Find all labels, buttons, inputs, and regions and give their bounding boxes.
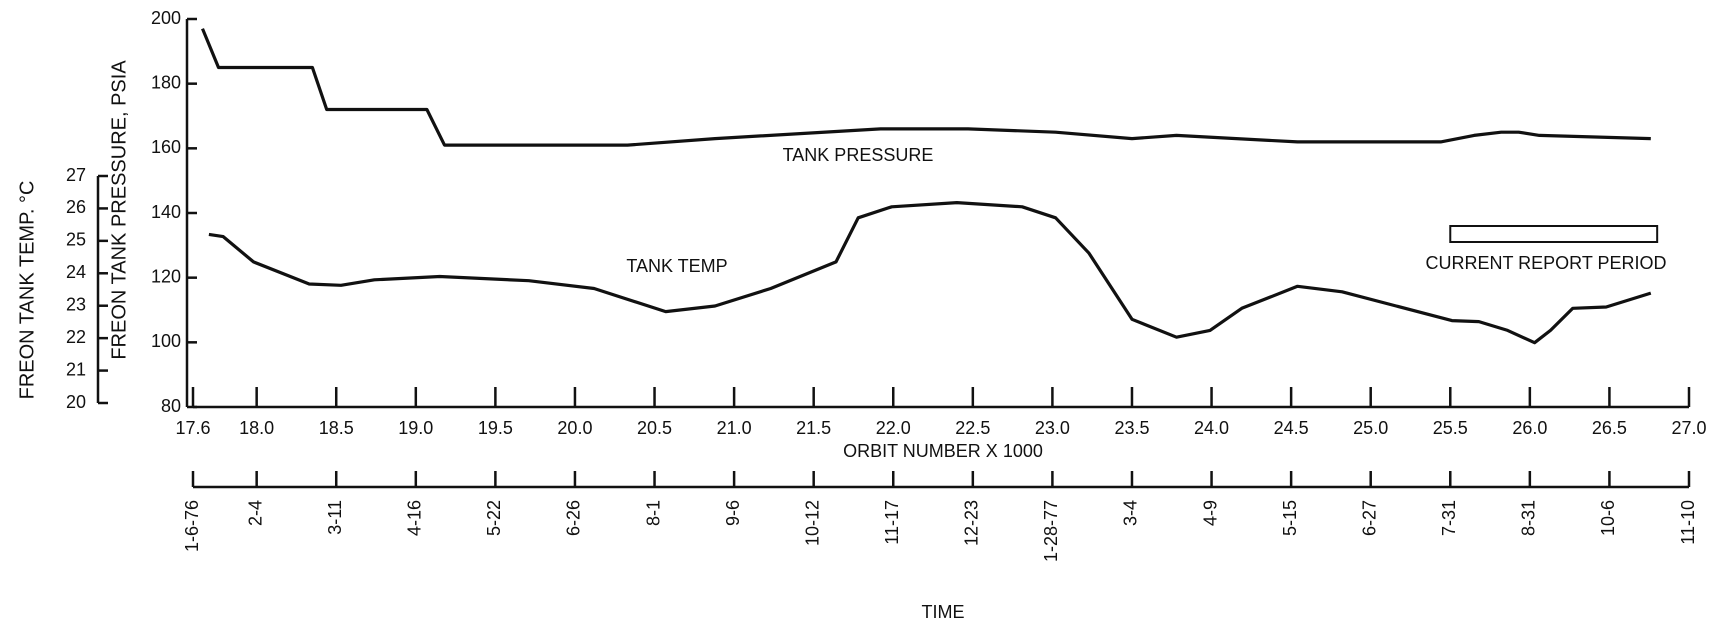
- x-tick-label: 17.6: [175, 418, 210, 438]
- x-tick-label: 23.0: [1035, 418, 1070, 438]
- x-tick-label: 22.5: [955, 418, 990, 438]
- y-tick-label: 140: [151, 202, 181, 222]
- x-tick-label: 25.0: [1353, 418, 1388, 438]
- series-label: TANK PRESSURE: [783, 145, 934, 165]
- x-tick-label: 19.0: [398, 418, 433, 438]
- time-tick-label: 3-11: [325, 500, 345, 535]
- y2-tick-label: 20: [66, 392, 86, 412]
- y-tick-label: 80: [161, 396, 181, 416]
- x-tick-label: 19.5: [478, 418, 513, 438]
- time-tick-label: 10-6: [1598, 500, 1618, 536]
- time-tick-label: 10-12: [802, 500, 822, 546]
- time-tick-label: 2-4: [245, 500, 265, 526]
- time-tick-label: 6-27: [1359, 500, 1379, 536]
- time-tick-label: 3-4: [1121, 500, 1141, 526]
- report-period-bar: [1449, 225, 1659, 243]
- y-tick-label: 100: [151, 331, 181, 351]
- x-tick-label: 22.0: [876, 418, 911, 438]
- time-tick-label: 8-31: [1519, 500, 1539, 536]
- y2-tick-label: 21: [66, 359, 86, 379]
- time-tick-label: 4-16: [405, 500, 425, 536]
- time-tick-label: 9-6: [723, 500, 743, 526]
- y-tick-label: 160: [151, 137, 181, 157]
- time-tick-label: 1-6-76: [182, 500, 202, 552]
- time-tick-label: 12-23: [962, 500, 982, 546]
- time-tick-label: 11-17: [882, 500, 902, 545]
- series-line: [208, 201, 1652, 345]
- x-tick-label: 27.0: [1671, 418, 1706, 438]
- x-tick-label: 20.0: [557, 418, 592, 438]
- series-label: TANK TEMP: [626, 256, 727, 276]
- x-tick-label: 18.0: [239, 418, 274, 438]
- series-line: [201, 28, 1651, 147]
- y-tick-label: 180: [151, 72, 181, 92]
- x-tick-label: 26.5: [1592, 418, 1627, 438]
- x-tick-label: 24.0: [1194, 418, 1229, 438]
- x-tick-label: 25.5: [1433, 418, 1468, 438]
- time-tick-label: 6-26: [564, 500, 584, 536]
- y-tick-label: 120: [151, 266, 181, 286]
- y2-tick-label: 26: [66, 197, 86, 217]
- time-axis-label: TIME: [922, 602, 965, 622]
- time-tick-label: 7-31: [1439, 500, 1459, 536]
- y2-tick-label: 27: [66, 165, 86, 185]
- x-tick-label: 21.5: [796, 418, 831, 438]
- time-tick-label: 1-28-77: [1041, 500, 1061, 562]
- time-tick-label: 8-1: [643, 500, 663, 526]
- y2-axis-label: FREON TANK TEMP. °C: [16, 181, 38, 400]
- y2-tick-label: 25: [66, 230, 86, 250]
- x-tick-label: 18.5: [319, 418, 354, 438]
- x-axis-label: ORBIT NUMBER X 1000: [843, 441, 1043, 461]
- y2-tick-label: 22: [66, 327, 86, 347]
- x-tick-label: 24.5: [1274, 418, 1309, 438]
- time-tick-label: 5-15: [1280, 500, 1300, 536]
- x-tick-label: 20.5: [637, 418, 672, 438]
- x-tick-label: 26.0: [1512, 418, 1547, 438]
- time-tick-label: 4-9: [1200, 500, 1220, 526]
- y-tick-label: 200: [151, 8, 181, 28]
- x-tick-label: 21.0: [717, 418, 752, 438]
- y-axis-label: FREON TANK PRESSURE, PSIA: [108, 60, 130, 360]
- y2-tick-label: 23: [66, 294, 86, 314]
- x-tick-label: 23.5: [1114, 418, 1149, 438]
- y2-tick-label: 24: [66, 262, 86, 282]
- time-tick-label: 5-22: [484, 500, 504, 536]
- time-tick-label: 11-10: [1678, 500, 1698, 545]
- report-period-label: CURRENT REPORT PERIOD: [1425, 253, 1666, 273]
